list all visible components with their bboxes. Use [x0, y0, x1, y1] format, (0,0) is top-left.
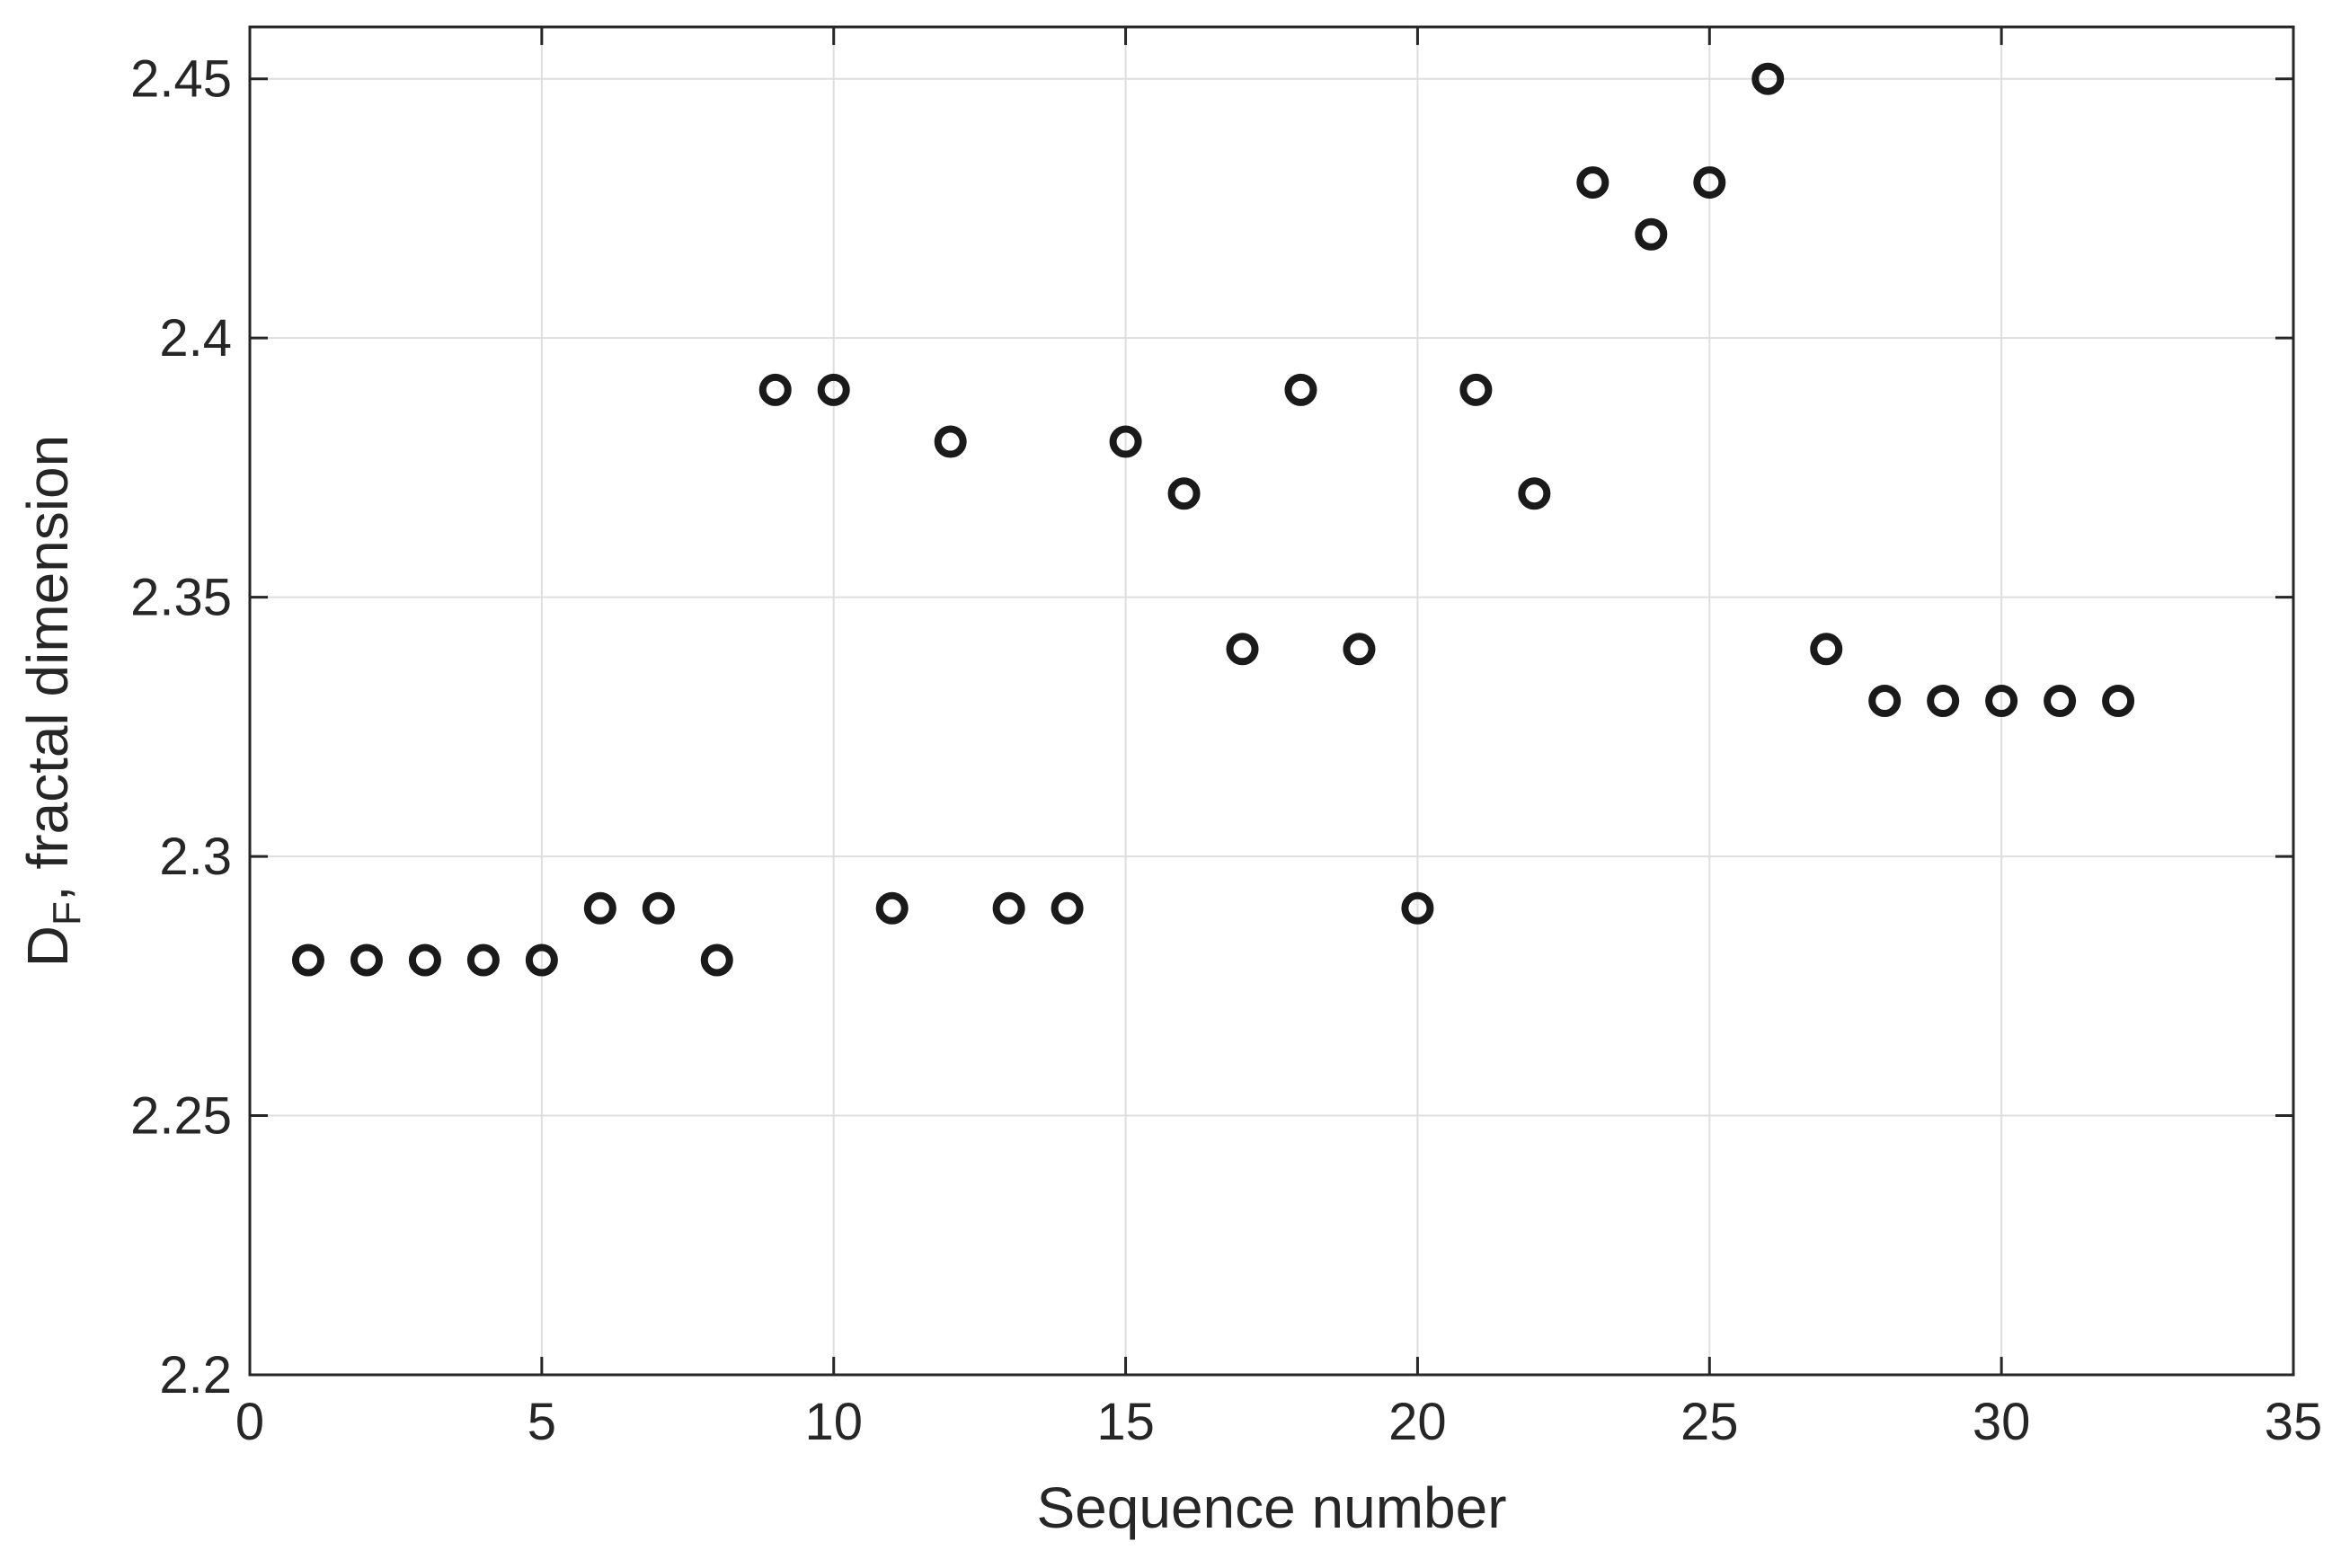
data-point [583, 891, 616, 925]
y-axis-label-rest: , fractal dimension [15, 435, 80, 901]
x-tick-label: 30 [1973, 1393, 2031, 1451]
x-tick-label: 20 [1388, 1393, 1447, 1451]
data-point [1985, 685, 2018, 717]
data-point [1226, 633, 1259, 666]
data-point [934, 425, 967, 458]
y-tick-label: 2.2 [159, 1346, 232, 1404]
data-point [1284, 373, 1317, 406]
x-tick-label: 35 [2265, 1393, 2323, 1451]
x-tick-label: 15 [1096, 1393, 1155, 1451]
data-point [1343, 633, 1376, 666]
data-point [1751, 62, 1785, 95]
x-tick-label: 25 [1680, 1393, 1739, 1451]
data-point [700, 943, 733, 977]
x-axis-label: Sequence number [1036, 1475, 1506, 1540]
x-tick-label: 10 [804, 1393, 863, 1451]
data-point [817, 373, 850, 406]
data-point [1109, 425, 1142, 458]
data-point [2044, 685, 2077, 717]
plot-area-frame [248, 25, 2295, 1377]
data-point [1401, 891, 1434, 925]
y-axis-label-subscript: F [45, 901, 89, 926]
axis-ticks [248, 27, 2295, 1377]
y-tick-label: 2.25 [130, 1087, 232, 1146]
data-point [992, 891, 1025, 925]
y-tick-label: 2.35 [130, 569, 232, 627]
data-point [758, 373, 792, 406]
y-tick-label: 2.4 [159, 309, 232, 368]
data-point [466, 943, 500, 977]
data-point [1518, 477, 1551, 510]
y-tick-label: 2.3 [159, 828, 232, 886]
data-point [1576, 166, 1609, 199]
data-point [1051, 891, 1084, 925]
data-point [1459, 373, 1493, 406]
data-point [1635, 217, 1668, 251]
data-point [350, 943, 383, 977]
data-points [291, 62, 2135, 977]
y-axis-label-main: D [15, 926, 80, 967]
data-point [1927, 685, 1960, 717]
data-point [1167, 477, 1201, 510]
data-point [642, 891, 675, 925]
data-point [408, 943, 441, 977]
grid-lines [250, 27, 2293, 1375]
y-tick-label: 2.45 [130, 50, 232, 109]
data-point [1810, 633, 1843, 666]
data-point [2102, 685, 2135, 717]
data-point [525, 943, 558, 977]
data-point [875, 891, 909, 925]
data-point [291, 943, 324, 977]
data-point [1693, 166, 1726, 199]
x-tick-label: 0 [235, 1393, 264, 1451]
data-point [1868, 685, 1902, 717]
y-axis-label: DF, fractal dimension [15, 435, 89, 967]
x-tick-label: 5 [528, 1393, 556, 1451]
